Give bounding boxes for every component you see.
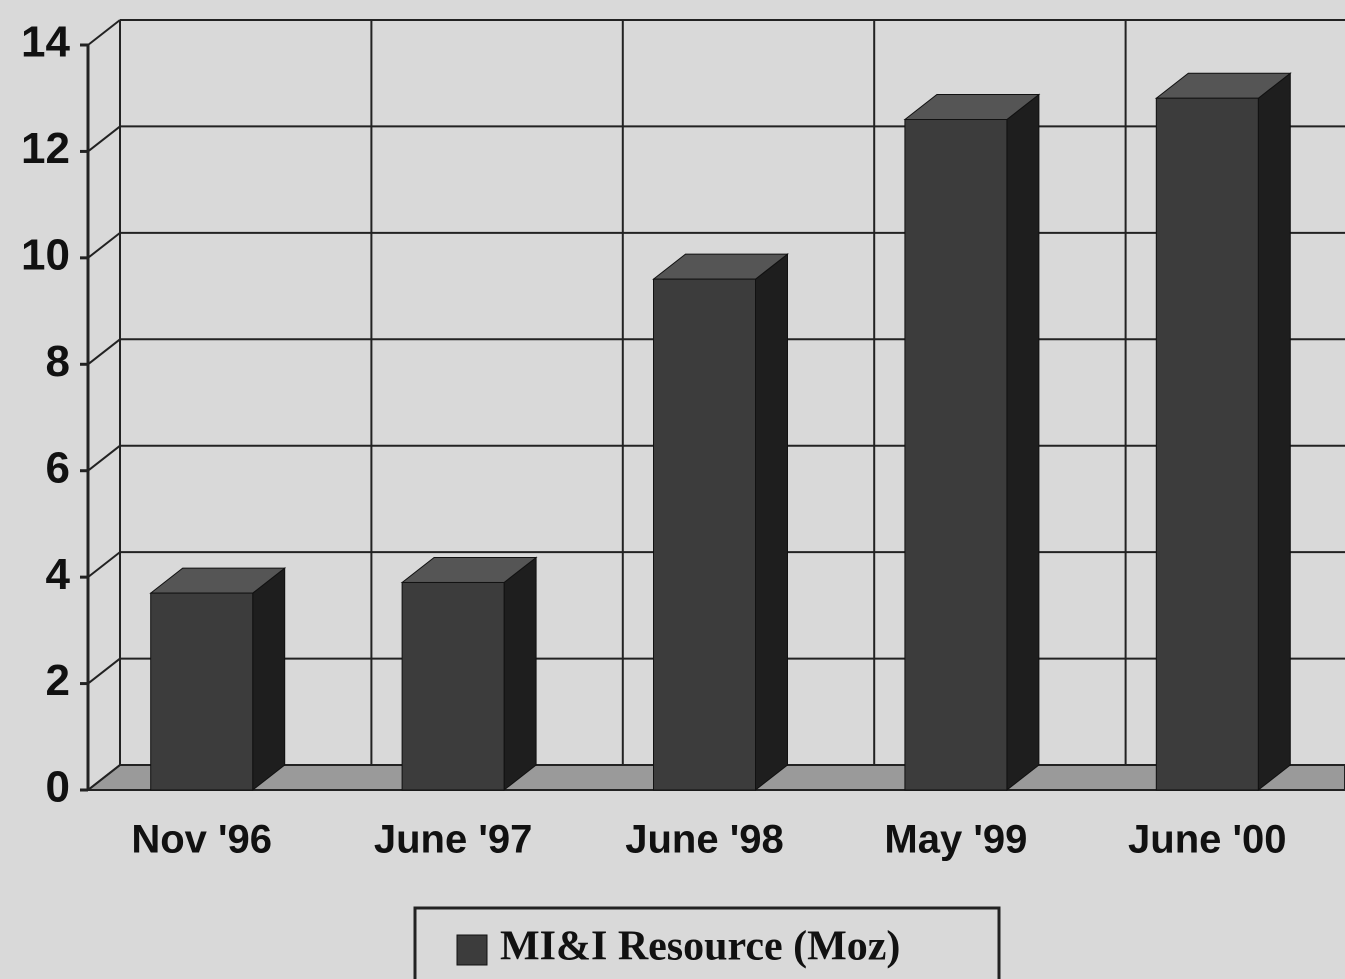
bar-side (1257, 72, 1291, 792)
bar-side (503, 556, 537, 792)
legend-label: MI&I Resource (Moz) (500, 924, 900, 970)
legend-box (413, 906, 1001, 979)
grid-line (87, 444, 121, 472)
grid-line (87, 657, 121, 685)
x-tick-label: May '99 (884, 818, 1027, 862)
grid-line (87, 125, 121, 153)
grid-line (87, 19, 121, 46)
x-tick-label: June '00 (1128, 818, 1286, 862)
bar-side (1006, 93, 1040, 792)
bar (401, 581, 505, 791)
grid-line (87, 764, 121, 791)
legend-swatch (456, 934, 488, 966)
y-tick-label: 14 (21, 18, 70, 67)
bar (653, 278, 756, 791)
y-tick-label: 10 (21, 230, 70, 279)
y-tick-label: 2 (46, 656, 70, 705)
bar (904, 119, 1008, 791)
bar-side (755, 253, 788, 792)
bar-side (252, 567, 286, 792)
grid-line (87, 232, 121, 259)
grid-line (87, 338, 121, 366)
bar (150, 592, 254, 791)
y-tick-label: 8 (46, 337, 70, 386)
x-tick-label: June '97 (374, 818, 532, 862)
x-tick-label: June '98 (625, 818, 783, 862)
y-tick-label: 12 (21, 124, 70, 173)
bar (1155, 97, 1259, 791)
y-tick-label: 0 (46, 763, 70, 812)
x-tick-label: Nov '96 (131, 818, 272, 862)
y-tick-label: 6 (46, 443, 70, 492)
grid-line (87, 551, 121, 578)
y-tick-label: 4 (46, 550, 71, 599)
